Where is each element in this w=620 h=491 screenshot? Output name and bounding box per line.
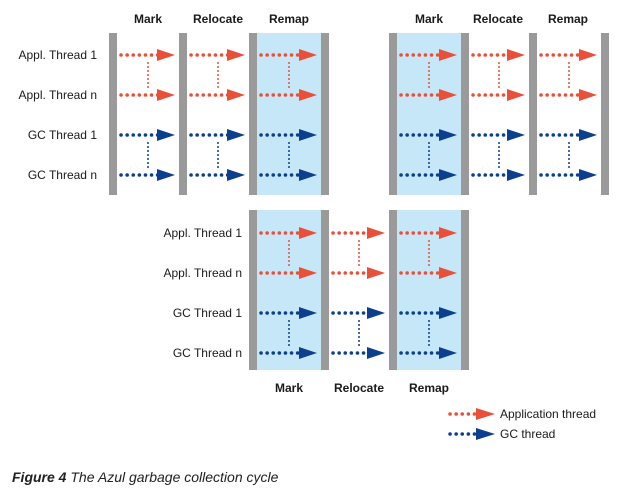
barrier bbox=[461, 210, 469, 370]
arrowhead bbox=[299, 49, 317, 61]
arrowhead bbox=[157, 169, 175, 181]
remap-band-top-2 bbox=[397, 33, 461, 195]
barrier bbox=[321, 210, 329, 370]
arrowhead bbox=[439, 267, 457, 279]
arrowhead bbox=[439, 347, 457, 359]
barrier bbox=[389, 33, 397, 195]
arrowhead bbox=[157, 89, 175, 101]
top-phase-headers: Mark Relocate Remap Mark Relocate Remap bbox=[134, 12, 588, 26]
legend-app-arrowhead bbox=[476, 408, 495, 420]
phase-label: Remap bbox=[409, 381, 449, 395]
barrier bbox=[249, 210, 257, 370]
arrowhead bbox=[299, 267, 317, 279]
barrier bbox=[179, 33, 187, 195]
remap-band-bottom-2 bbox=[397, 210, 461, 370]
thread-label: GC Thread n bbox=[28, 168, 97, 182]
phase-label: Relocate bbox=[334, 381, 384, 395]
legend-app-label: Application thread bbox=[500, 407, 596, 421]
arrowhead bbox=[579, 169, 597, 181]
arrowhead bbox=[299, 347, 317, 359]
arrowhead bbox=[299, 169, 317, 181]
thread-label: GC Thread 1 bbox=[173, 306, 242, 320]
arrowhead bbox=[579, 129, 597, 141]
arrowhead bbox=[367, 227, 385, 239]
phase-label: Remap bbox=[548, 12, 588, 26]
arrowhead bbox=[439, 169, 457, 181]
barrier bbox=[601, 33, 609, 195]
arrowhead bbox=[439, 129, 457, 141]
thread-label: Appl. Thread 1 bbox=[19, 48, 98, 62]
arrowhead bbox=[439, 89, 457, 101]
arrowhead bbox=[299, 307, 317, 319]
arrowhead bbox=[507, 89, 525, 101]
remap-band-top-1 bbox=[257, 33, 321, 195]
figure-caption: Figure 4 The Azul garbage collection cyc… bbox=[12, 469, 278, 485]
arrowhead bbox=[299, 129, 317, 141]
thread-label: Appl. Thread n bbox=[19, 88, 98, 102]
barrier bbox=[321, 33, 329, 195]
arrowhead bbox=[439, 49, 457, 61]
arrowhead bbox=[227, 129, 245, 141]
arrowhead bbox=[299, 89, 317, 101]
barrier bbox=[529, 33, 537, 195]
thread-arrows bbox=[119, 49, 597, 359]
phase-label: Mark bbox=[275, 381, 303, 395]
arrowhead bbox=[227, 169, 245, 181]
barrier bbox=[249, 33, 257, 195]
arrowhead bbox=[439, 307, 457, 319]
phase-label: Relocate bbox=[193, 12, 243, 26]
arrowhead bbox=[507, 169, 525, 181]
barriers bbox=[109, 33, 609, 370]
phase-label: Mark bbox=[134, 12, 162, 26]
barrier bbox=[389, 210, 397, 370]
thread-label: Appl. Thread 1 bbox=[164, 226, 243, 240]
arrowhead bbox=[507, 129, 525, 141]
phase-label: Relocate bbox=[473, 12, 523, 26]
legend: Application thread GC thread bbox=[448, 407, 596, 441]
legend-gc-label: GC thread bbox=[500, 427, 555, 441]
figure-number: Figure 4 bbox=[12, 469, 67, 485]
legend-gc-arrowhead bbox=[476, 428, 495, 440]
phase-label: Mark bbox=[415, 12, 443, 26]
arrowhead bbox=[367, 307, 385, 319]
barrier bbox=[461, 33, 469, 195]
arrowhead bbox=[367, 347, 385, 359]
arrowhead bbox=[157, 49, 175, 61]
figure-title: The Azul garbage collection cycle bbox=[70, 469, 279, 485]
arrowhead bbox=[439, 227, 457, 239]
barrier bbox=[109, 33, 117, 195]
bottom-thread-labels: Appl. Thread 1 Appl. Thread n GC Thread … bbox=[164, 226, 243, 360]
arrowhead bbox=[367, 267, 385, 279]
phase-label: Remap bbox=[269, 12, 309, 26]
arrowhead bbox=[507, 49, 525, 61]
remap-band-bottom-1 bbox=[257, 210, 321, 370]
arrowhead bbox=[157, 129, 175, 141]
arrowhead bbox=[579, 49, 597, 61]
arrowhead bbox=[227, 89, 245, 101]
thread-label: GC Thread n bbox=[173, 346, 242, 360]
thread-label: Appl. Thread n bbox=[164, 266, 243, 280]
top-thread-labels: Appl. Thread 1 Appl. Thread n GC Thread … bbox=[19, 48, 98, 182]
arrowhead bbox=[227, 49, 245, 61]
bottom-phase-headers: Mark Relocate Remap bbox=[275, 381, 449, 395]
arrowhead bbox=[579, 89, 597, 101]
arrowhead bbox=[299, 227, 317, 239]
thread-label: GC Thread 1 bbox=[28, 128, 97, 142]
